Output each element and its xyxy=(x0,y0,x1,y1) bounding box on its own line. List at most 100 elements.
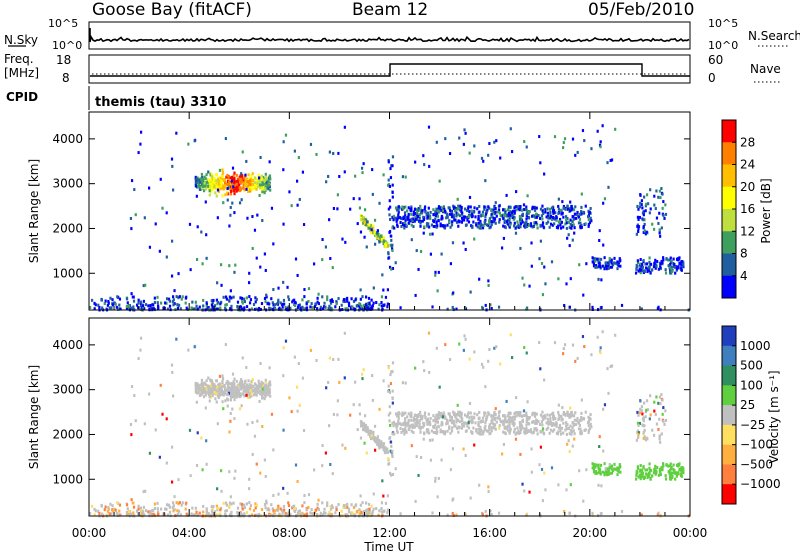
velocity-cell xyxy=(181,501,184,505)
power-cell xyxy=(233,185,237,189)
power-cell xyxy=(580,205,583,209)
velocity-cell xyxy=(642,419,645,423)
power-cell xyxy=(664,268,667,272)
power-cell xyxy=(221,171,225,175)
velocity-cell xyxy=(373,438,376,442)
velocity-cell xyxy=(635,473,638,477)
velocity-cell xyxy=(618,463,621,467)
power-cell xyxy=(176,303,179,307)
velocity-cell xyxy=(561,417,564,421)
power-cell xyxy=(211,176,214,180)
power-cell xyxy=(655,216,659,220)
power-cell xyxy=(240,307,243,311)
power-cell xyxy=(268,174,272,178)
power-cell xyxy=(525,307,528,311)
power-cell xyxy=(296,305,300,309)
power-cell xyxy=(493,140,496,144)
power-cell xyxy=(529,222,533,226)
velocity-cell xyxy=(386,511,389,515)
power-cell xyxy=(523,207,526,211)
velocity-cell xyxy=(645,399,649,403)
power-cell xyxy=(463,207,467,211)
power-cell xyxy=(515,208,518,212)
velocity-cell xyxy=(639,464,642,468)
x-tick-label: 12:00 xyxy=(372,526,407,540)
velocity-cell xyxy=(282,508,285,512)
velocity-cell xyxy=(269,383,272,387)
power-cell xyxy=(571,207,574,211)
velocity-cell xyxy=(161,412,164,416)
velocity-cell xyxy=(436,495,439,499)
power-cell xyxy=(598,264,601,268)
power-cell xyxy=(162,307,165,311)
power-cell xyxy=(261,218,264,222)
power-cell xyxy=(644,262,647,266)
velocity-cell xyxy=(90,504,94,508)
power-cell xyxy=(590,219,593,223)
velocity-cell xyxy=(191,506,194,510)
power-cell xyxy=(547,216,550,220)
velocity-cell xyxy=(528,429,531,433)
velocity-cell xyxy=(360,510,363,514)
power-cell xyxy=(391,215,394,219)
power-cell xyxy=(142,304,145,308)
power-cell xyxy=(641,211,645,215)
power-cell xyxy=(108,306,111,310)
velocity-cell xyxy=(637,431,641,435)
velocity-cell xyxy=(319,511,322,515)
velocity-cell xyxy=(410,418,413,422)
velocity-cell xyxy=(653,400,656,404)
velocity-cell xyxy=(217,388,220,392)
velocity-cell xyxy=(662,419,665,423)
velocity-cell xyxy=(362,509,366,513)
velocity-cell xyxy=(510,417,514,421)
power-cell xyxy=(591,256,594,260)
velocity-cell xyxy=(238,383,241,387)
velocity-cell xyxy=(435,346,438,350)
velocity-cell xyxy=(211,391,214,395)
power-cell xyxy=(539,161,542,165)
velocity-cell xyxy=(261,393,264,397)
power-cell xyxy=(672,265,676,269)
power-cell xyxy=(445,212,449,216)
power-cell xyxy=(658,228,661,232)
velocity-cell xyxy=(473,412,476,416)
power-cell xyxy=(506,218,509,222)
power-cell xyxy=(407,212,410,216)
power-cell xyxy=(227,183,230,187)
velocity-cell xyxy=(601,330,604,334)
time-x-axis: 00:00 04:00 08:00 12:00 16:00 20:00 00:00 xyxy=(72,112,707,540)
freq-tick-hi: 18 xyxy=(56,53,71,67)
power-cell xyxy=(603,267,606,271)
power-cell xyxy=(97,303,100,307)
velocity-cell xyxy=(264,378,267,382)
velocity-cell xyxy=(646,473,649,477)
power-cell xyxy=(591,260,594,264)
velocity-cell xyxy=(502,442,506,446)
power-cell xyxy=(248,177,251,181)
velocity-cell xyxy=(529,430,533,434)
power-cell xyxy=(461,211,464,215)
power-cell xyxy=(167,297,171,301)
power-cell xyxy=(659,262,663,266)
velocity-cell xyxy=(195,383,198,387)
colorbar-tick: −100 xyxy=(740,438,773,452)
power-cell xyxy=(209,178,212,182)
velocity-cell xyxy=(498,426,501,430)
velocity-cell xyxy=(359,503,362,507)
velocity-cell xyxy=(176,509,179,513)
power-cell xyxy=(221,175,224,179)
velocity-cell xyxy=(504,417,507,421)
velocity-cell xyxy=(356,428,359,432)
power-cell xyxy=(607,185,610,189)
power-cell xyxy=(301,298,304,302)
power-cell xyxy=(250,186,253,190)
velocity-cell xyxy=(653,409,656,413)
velocity-cell xyxy=(226,379,229,383)
power-cell xyxy=(480,156,484,160)
velocity-cell xyxy=(246,383,249,387)
velocity-cell xyxy=(395,425,398,429)
velocity-cell xyxy=(519,428,523,432)
velocity-cell xyxy=(487,485,490,489)
power-cell xyxy=(361,295,364,299)
